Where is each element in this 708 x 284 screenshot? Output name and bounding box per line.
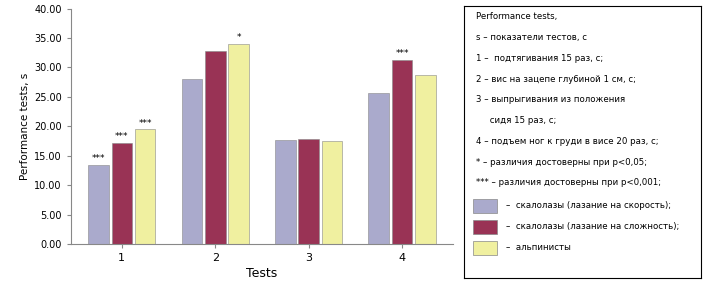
Bar <box>205 51 226 244</box>
Text: 2 – вис на зацепе глубиной 1 см, с;: 2 – вис на зацепе глубиной 1 см, с; <box>476 75 636 84</box>
Text: 4 – подъем ног к груди в висе 20 раз, с;: 4 – подъем ног к груди в висе 20 раз, с; <box>476 137 658 146</box>
Text: –  скалолазы (лазание на сложность);: – скалолазы (лазание на сложность); <box>506 222 680 231</box>
Text: ***: *** <box>139 118 152 128</box>
Bar <box>473 199 497 214</box>
Text: *: * <box>236 33 241 42</box>
Bar <box>228 44 249 244</box>
Bar <box>473 220 497 234</box>
Text: ***: *** <box>92 154 105 163</box>
Bar <box>321 141 342 244</box>
Text: Performance tests,: Performance tests, <box>476 12 557 22</box>
Text: ***: *** <box>395 49 409 58</box>
Text: *** – различия достоверны при p<0,001;: *** – различия достоверны при p<0,001; <box>476 178 661 187</box>
Bar <box>298 139 319 244</box>
Y-axis label: Performance tests, s: Performance tests, s <box>20 73 30 180</box>
Bar <box>473 241 497 255</box>
Text: * – различия достоверны при p<0,05;: * – различия достоверны при p<0,05; <box>476 158 646 166</box>
Text: ***: *** <box>115 132 129 141</box>
Text: 3 – выпрыгивания из положения: 3 – выпрыгивания из положения <box>476 95 624 105</box>
Bar <box>275 140 296 244</box>
Text: сидя 15 раз, с;: сидя 15 раз, с; <box>476 116 556 125</box>
Text: 1 –  подтягивания 15 раз, с;: 1 – подтягивания 15 раз, с; <box>476 54 603 63</box>
Bar <box>392 60 412 244</box>
Text: –  альпинисты: – альпинисты <box>506 243 571 252</box>
Text: s – показатели тестов, с: s – показатели тестов, с <box>476 33 587 42</box>
Bar <box>112 143 132 244</box>
Text: –  скалолазы (лазание на скорость);: – скалолазы (лазание на скорость); <box>506 201 672 210</box>
Bar <box>182 79 202 244</box>
Bar <box>415 75 435 244</box>
Bar <box>368 93 389 244</box>
Bar <box>88 165 109 244</box>
Bar <box>135 129 156 244</box>
X-axis label: Tests: Tests <box>246 268 278 280</box>
